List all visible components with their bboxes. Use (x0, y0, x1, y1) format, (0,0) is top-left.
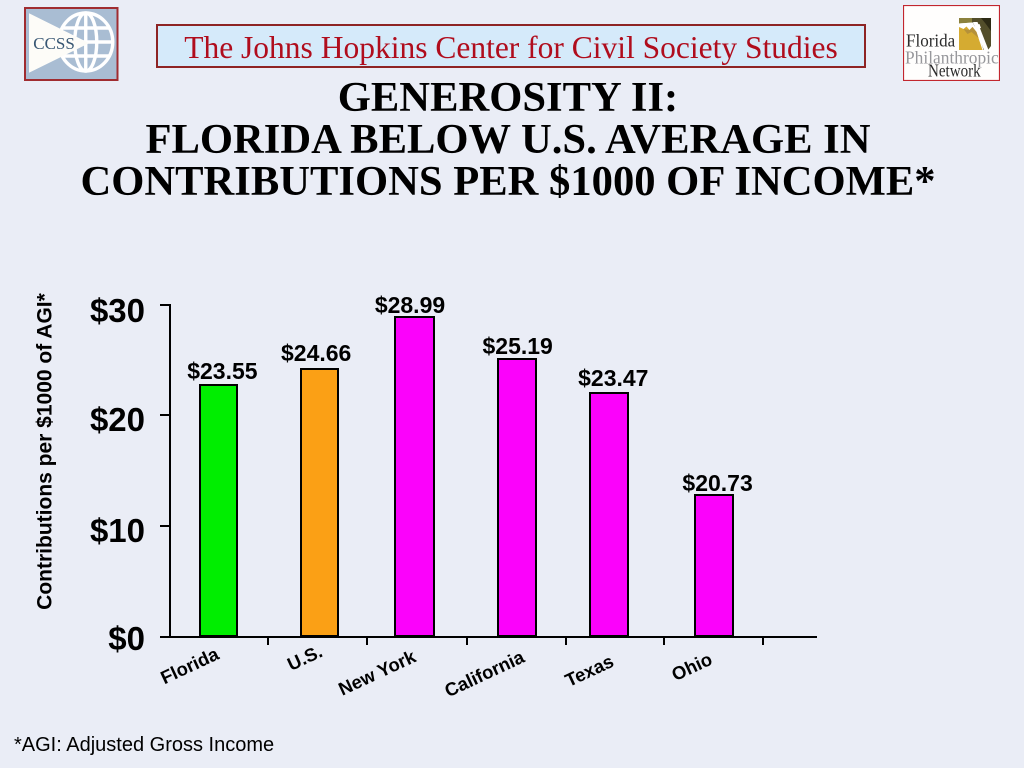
svg-text:CCSS: CCSS (33, 34, 75, 53)
svg-text:Philanthropic: Philanthropic (905, 47, 999, 67)
svg-text:Network: Network (928, 61, 981, 81)
svg-text:Florida: Florida (906, 30, 955, 50)
